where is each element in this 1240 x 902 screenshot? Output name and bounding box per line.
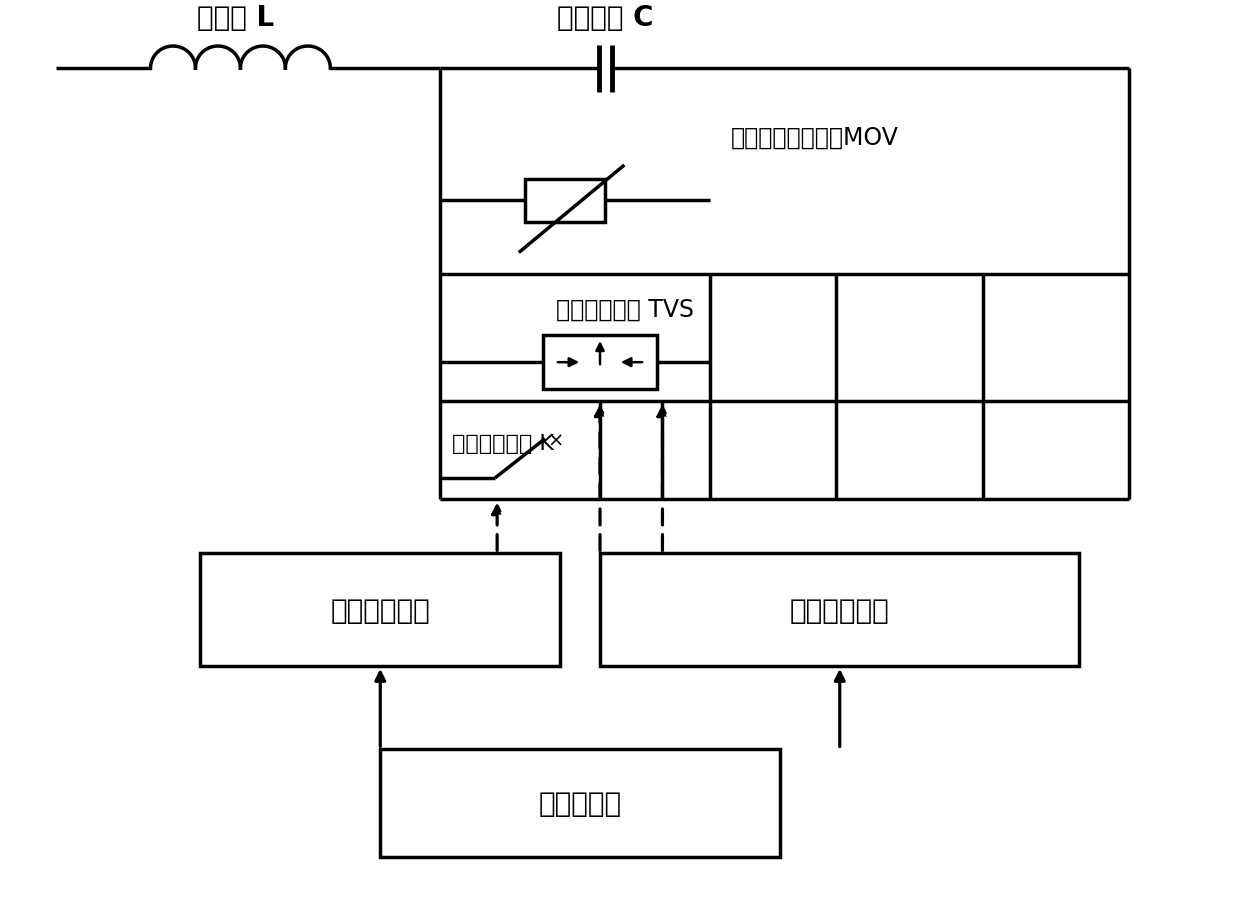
Text: 电抗器 L: 电抗器 L (197, 4, 274, 32)
Text: ×: × (547, 432, 563, 451)
Text: 金属氧化物避雷器MOV: 金属氧化物避雷器MOV (730, 125, 899, 150)
Text: 快速旁路开关 K: 快速旁路开关 K (453, 433, 554, 453)
Bar (201, 554, 560, 667)
Text: 真空触发开关 TVS: 真空触发开关 TVS (556, 297, 694, 321)
Text: 第一触发电路: 第一触发电路 (790, 596, 889, 624)
Bar (600, 554, 1080, 667)
Bar (543, 336, 657, 390)
Bar (381, 750, 780, 857)
Text: 电容器组 C: 电容器组 C (557, 4, 653, 32)
Text: 第二触发电路: 第二触发电路 (330, 596, 430, 624)
Text: 触发控制器: 触发控制器 (538, 789, 621, 817)
Bar (525, 179, 605, 223)
